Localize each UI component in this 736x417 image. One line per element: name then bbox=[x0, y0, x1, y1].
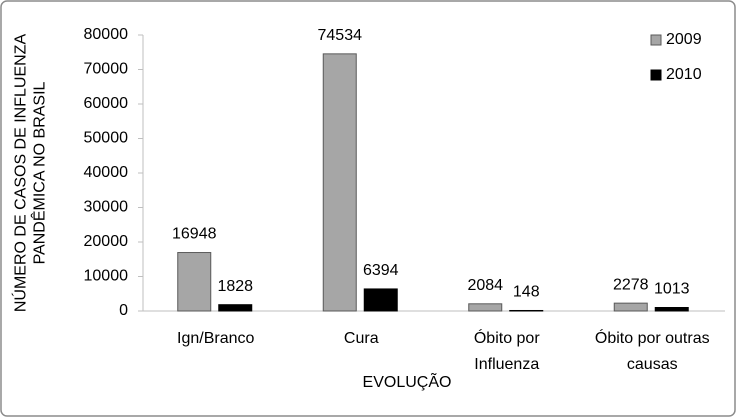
value-label: 74534 bbox=[318, 27, 363, 44]
legend-swatch bbox=[650, 34, 662, 46]
value-label: 148 bbox=[513, 284, 540, 301]
x-axis-title: EVOLUÇÃO bbox=[363, 371, 452, 391]
value-label: 1828 bbox=[217, 278, 253, 295]
bar bbox=[177, 252, 212, 312]
y-tick-label: 20000 bbox=[84, 233, 129, 250]
y-tick-label: 0 bbox=[119, 302, 128, 319]
legend-label: 2010 bbox=[666, 66, 702, 83]
value-label: 16948 bbox=[172, 226, 217, 243]
bar bbox=[509, 309, 544, 312]
bar bbox=[218, 304, 253, 312]
x-tick-label: Óbito por Influenza bbox=[474, 328, 540, 373]
value-label: 1013 bbox=[654, 281, 690, 298]
bar bbox=[613, 302, 648, 312]
bar bbox=[322, 53, 357, 312]
y-tick-label: 80000 bbox=[84, 26, 129, 43]
y-tick-label: 10000 bbox=[84, 268, 129, 285]
y-tick-label: 40000 bbox=[84, 164, 129, 181]
bar bbox=[654, 307, 689, 312]
y-axis-title: NÚMERO DE CASOS DE INFLUENZA PANDÊMICA NO… bbox=[11, 34, 49, 313]
y-tick-label: 60000 bbox=[84, 95, 129, 112]
bar bbox=[363, 288, 398, 312]
value-label: 2278 bbox=[613, 276, 649, 293]
bar bbox=[468, 303, 503, 312]
legend-label: 2009 bbox=[666, 31, 702, 48]
y-tick-label: 70000 bbox=[84, 61, 129, 78]
y-tick-label: 30000 bbox=[84, 199, 129, 216]
value-label: 6394 bbox=[363, 262, 399, 279]
x-tick-label: Cura bbox=[344, 330, 379, 347]
x-tick-label: Óbito por outras causas bbox=[595, 328, 710, 373]
legend-swatch bbox=[650, 69, 662, 81]
value-label: 2084 bbox=[467, 277, 503, 294]
y-tick-label: 50000 bbox=[84, 130, 129, 147]
x-tick-label: Ign/Branco bbox=[177, 330, 254, 347]
